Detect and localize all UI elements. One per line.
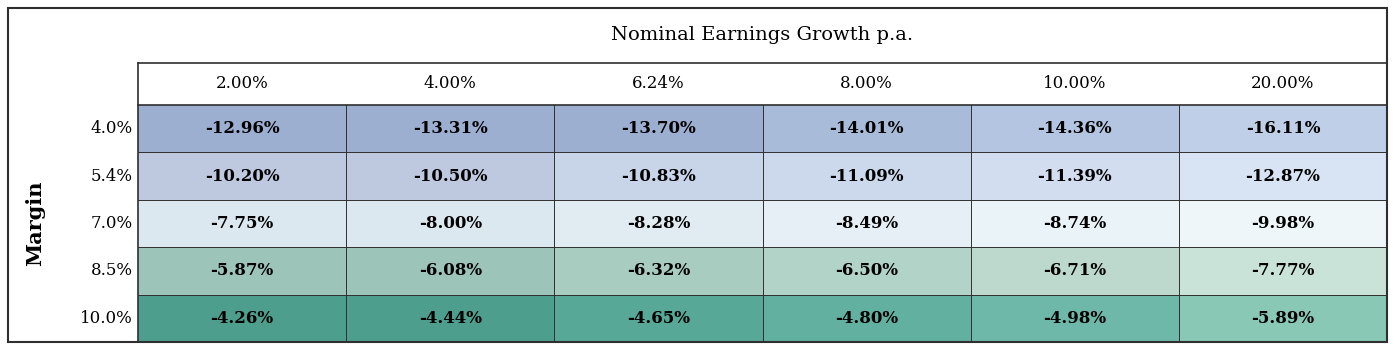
Bar xyxy=(763,295,971,342)
Bar xyxy=(554,295,763,342)
Text: Nominal Earnings Growth p.a.: Nominal Earnings Growth p.a. xyxy=(611,27,914,44)
Bar xyxy=(346,105,554,152)
Text: Margin: Margin xyxy=(25,181,46,266)
Bar xyxy=(1179,295,1387,342)
Bar xyxy=(1179,200,1387,247)
Text: -12.96%: -12.96% xyxy=(205,120,279,137)
Bar xyxy=(1179,247,1387,295)
Bar xyxy=(971,247,1179,295)
Text: -4.44%: -4.44% xyxy=(418,310,481,327)
Text: -11.39%: -11.39% xyxy=(1038,168,1112,184)
Bar xyxy=(346,152,554,200)
Text: -7.75%: -7.75% xyxy=(211,215,273,232)
Text: -8.49%: -8.49% xyxy=(836,215,898,232)
Text: -4.98%: -4.98% xyxy=(1043,310,1106,327)
Bar xyxy=(763,247,971,295)
Bar xyxy=(763,105,971,152)
Text: -6.71%: -6.71% xyxy=(1043,262,1106,279)
Text: -8.28%: -8.28% xyxy=(626,215,691,232)
Text: -13.70%: -13.70% xyxy=(621,120,696,137)
Text: -11.09%: -11.09% xyxy=(830,168,904,184)
Text: -6.50%: -6.50% xyxy=(836,262,898,279)
Text: -4.80%: -4.80% xyxy=(836,310,898,327)
Bar xyxy=(763,152,971,200)
Text: -4.26%: -4.26% xyxy=(211,310,273,327)
Text: 8.5%: 8.5% xyxy=(91,262,133,279)
Text: -12.87%: -12.87% xyxy=(1246,168,1320,184)
Text: 8.00%: 8.00% xyxy=(840,76,893,92)
Text: -10.83%: -10.83% xyxy=(621,168,696,184)
Bar xyxy=(763,200,971,247)
Text: -14.36%: -14.36% xyxy=(1038,120,1112,137)
Text: -16.11%: -16.11% xyxy=(1246,120,1320,137)
Bar xyxy=(971,200,1179,247)
Text: 7.0%: 7.0% xyxy=(91,215,133,232)
Text: -9.98%: -9.98% xyxy=(1251,215,1314,232)
Bar xyxy=(971,105,1179,152)
Bar xyxy=(138,295,346,342)
Bar xyxy=(346,247,554,295)
Bar xyxy=(1179,105,1387,152)
Bar xyxy=(346,295,554,342)
Text: 4.0%: 4.0% xyxy=(91,120,133,137)
Bar xyxy=(971,295,1179,342)
Text: -13.31%: -13.31% xyxy=(413,120,488,137)
Bar xyxy=(554,105,763,152)
Text: -7.77%: -7.77% xyxy=(1251,262,1314,279)
Text: -6.08%: -6.08% xyxy=(418,262,481,279)
Bar xyxy=(138,152,346,200)
Text: 6.24%: 6.24% xyxy=(632,76,685,92)
Text: -4.65%: -4.65% xyxy=(626,310,691,327)
Text: 10.00%: 10.00% xyxy=(1043,76,1106,92)
Text: 2.00%: 2.00% xyxy=(216,76,268,92)
Bar xyxy=(554,200,763,247)
Text: -5.89%: -5.89% xyxy=(1251,310,1314,327)
Bar xyxy=(1179,152,1387,200)
Bar xyxy=(138,247,346,295)
Text: -14.01%: -14.01% xyxy=(830,120,904,137)
Text: -10.20%: -10.20% xyxy=(205,168,279,184)
Text: -8.74%: -8.74% xyxy=(1043,215,1106,232)
Text: 5.4%: 5.4% xyxy=(91,168,133,184)
Bar xyxy=(138,105,346,152)
Text: 4.00%: 4.00% xyxy=(424,76,477,92)
Bar xyxy=(346,200,554,247)
Text: -5.87%: -5.87% xyxy=(211,262,273,279)
Text: -10.50%: -10.50% xyxy=(413,168,487,184)
Bar xyxy=(554,247,763,295)
Bar xyxy=(554,152,763,200)
Bar xyxy=(971,152,1179,200)
Bar xyxy=(138,200,346,247)
Text: -6.32%: -6.32% xyxy=(626,262,691,279)
Text: -8.00%: -8.00% xyxy=(418,215,481,232)
Text: 20.00%: 20.00% xyxy=(1251,76,1314,92)
Text: 10.0%: 10.0% xyxy=(81,310,133,327)
